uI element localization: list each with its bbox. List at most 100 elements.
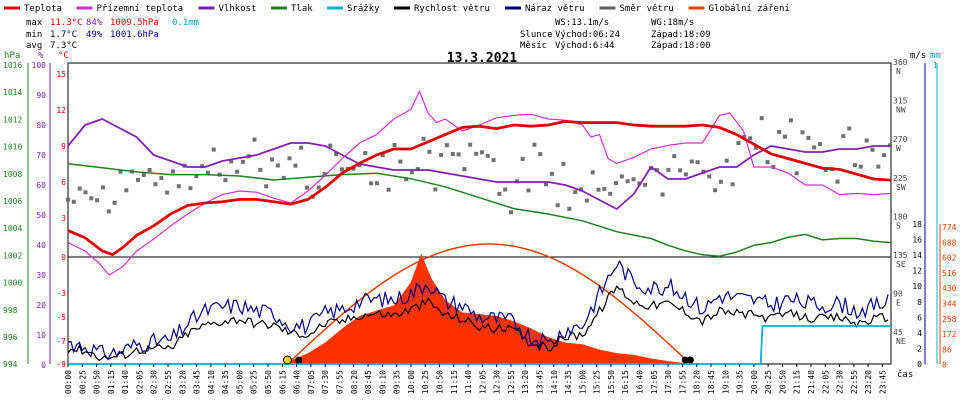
direction-dot <box>777 129 782 134</box>
direction-dot <box>835 179 840 184</box>
tick-radiation-1: 688 <box>942 238 957 247</box>
info-sun-label: Slunce <box>520 30 553 40</box>
tick-direction-name-1: NW <box>896 106 906 115</box>
tick-radiation-2: 602 <box>942 254 957 263</box>
direction-dot <box>544 182 548 187</box>
x-tick-label-8: 03:20 <box>178 370 187 394</box>
tick-humidity-1: 90 <box>36 91 46 100</box>
x-tick-label-47: 19:35 <box>736 370 745 394</box>
x-tick-label-36: 15:00 <box>578 370 587 394</box>
x-tick-label-29: 12:05 <box>478 370 487 394</box>
x-tick-label-13: 05:25 <box>250 370 259 394</box>
direction-dot <box>864 138 869 143</box>
direction-dot <box>818 142 822 146</box>
tick-temperature-0: 15 <box>56 70 66 79</box>
x-tick-label-55: 22:55 <box>850 370 859 394</box>
x-axis-label: čas <box>897 369 913 380</box>
direction-dot <box>194 174 199 179</box>
tick-wind-0: 18 <box>912 220 922 229</box>
direction-dot <box>340 167 344 172</box>
direction-dot <box>503 187 508 192</box>
tick-direction-7: 45 <box>893 328 903 337</box>
direction-dot <box>771 164 776 169</box>
info-moon-label: Měsíc <box>520 41 547 51</box>
direction-dot <box>293 163 298 168</box>
sunset-marker <box>686 356 694 364</box>
tick-rain-0: 1 <box>933 61 938 70</box>
direction-dot <box>409 170 414 175</box>
x-tick-label-25: 10:25 <box>421 370 430 394</box>
info-sun-set: Západ:18:09 <box>651 30 711 40</box>
stat-max-label: max <box>26 18 43 28</box>
stat-avg-label: avg <box>26 41 42 51</box>
direction-dot <box>316 185 321 190</box>
direction-dot <box>357 163 362 168</box>
info-moon-rise: Východ:6:44 <box>555 41 615 51</box>
x-tick-label-5: 02:05 <box>135 370 144 394</box>
direction-dot <box>444 143 449 148</box>
x-tick-label-50: 20:50 <box>778 370 787 394</box>
direction-dot <box>95 198 100 203</box>
tick-temperature-2: 9 <box>61 142 66 151</box>
direction-dot <box>509 210 513 215</box>
direction-dot <box>794 171 799 176</box>
info-wg: WG:18m/s <box>651 18 694 28</box>
direction-dot <box>678 168 683 173</box>
x-tick-label-18: 07:30 <box>321 370 330 394</box>
direction-dot <box>753 145 758 150</box>
tick-radiation-5: 344 <box>942 300 957 309</box>
tick-pressure-5: 1006 <box>3 197 22 206</box>
direction-dot <box>491 158 496 163</box>
x-tick-label-38: 15:50 <box>607 370 616 394</box>
moonset-marker <box>681 356 689 364</box>
direction-dot <box>351 166 356 171</box>
direction-dot <box>147 168 152 172</box>
direction-dot <box>742 134 747 139</box>
tick-direction-1: 315 <box>893 97 908 106</box>
series-ground-temperature <box>67 90 892 276</box>
direction-dot <box>689 159 694 164</box>
direction-dot <box>287 156 292 161</box>
direction-dot <box>223 178 228 183</box>
legend-label-5: Rychlost větru <box>414 4 490 14</box>
stat-min-temp: 1.7°C <box>50 30 77 40</box>
direction-dot <box>619 174 624 179</box>
tick-direction-name-0: N <box>896 67 901 76</box>
stats-block: max 11.3°C 84% 1009.5hPa 0.1mm min 1.7°C… <box>26 18 199 51</box>
info-block: WS:13.1m/s WG:18m/s Slunce Východ:06:24 … <box>520 18 711 51</box>
direction-dot <box>211 147 216 152</box>
x-tick-label-0: 00:00 <box>64 370 73 394</box>
direction-dot <box>474 151 479 156</box>
tick-temperature-8: -7 <box>56 337 66 346</box>
tick-temperature-7: -5 <box>56 313 66 322</box>
direction-dot <box>363 151 368 156</box>
direction-dot <box>479 150 484 155</box>
series-pressure <box>67 162 892 257</box>
direction-dot <box>561 161 566 166</box>
stat-max-rain: 0.1mm <box>172 18 199 28</box>
x-tick-label-11: 04:35 <box>221 370 230 394</box>
tick-humidity-8: 20 <box>36 301 46 310</box>
direction-dot <box>602 186 607 191</box>
legend-label-1: Přízemní teplota <box>97 4 184 14</box>
x-tick-label-14: 05:50 <box>264 370 273 394</box>
direction-dot <box>439 152 444 157</box>
tick-temperature-6: -3 <box>56 289 66 298</box>
direction-dot <box>631 177 636 182</box>
x-tick-label-52: 21:40 <box>807 370 816 394</box>
direction-dot <box>404 177 409 182</box>
x-tick-label-22: 09:10 <box>378 370 387 394</box>
x-tick-label-48: 20:00 <box>750 370 759 394</box>
direction-dot <box>812 145 817 150</box>
direction-dot <box>806 135 811 140</box>
x-tick-label-35: 14:35 <box>564 370 573 394</box>
x-tick-label-40: 16:40 <box>636 370 645 394</box>
direction-dot <box>106 209 111 214</box>
tick-direction-6: 90 <box>893 290 903 299</box>
tick-direction-name-6: E <box>896 299 901 308</box>
direction-dot <box>468 142 473 147</box>
tick-wind-9: 0 <box>917 360 922 369</box>
tick-wind-5: 8 <box>917 298 922 307</box>
direction-dot <box>456 152 461 157</box>
